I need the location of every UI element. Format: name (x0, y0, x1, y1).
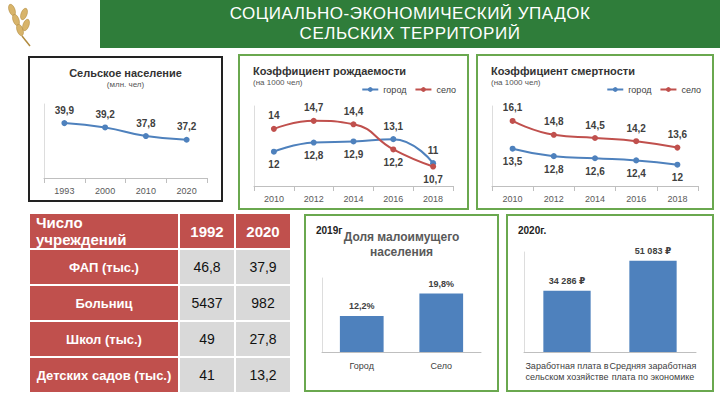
svg-text:34 286 ₽: 34 286 ₽ (549, 276, 585, 286)
svg-text:Доля малоимущего: Доля малоимущего (344, 230, 460, 244)
svg-text:село: село (436, 85, 456, 95)
html-text:49: 49 (199, 331, 215, 347)
svg-text:2000: 2000 (95, 186, 115, 196)
svg-text:Село: Село (430, 361, 452, 371)
svg-text:плата по экономике: плата по экономике (612, 372, 695, 382)
svg-text:Коэффициент смертности: Коэффициент смертности (491, 65, 635, 77)
svg-text:13,5: 13,5 (503, 156, 523, 167)
svg-text:13,1: 13,1 (384, 121, 404, 132)
svg-text:2020: 2020 (177, 186, 197, 196)
svg-text:2016: 2016 (383, 194, 403, 204)
html-text:41: 41 (199, 367, 215, 383)
html-text:ФАП (тыс.): ФАП (тыс.) (69, 259, 139, 275)
svg-text:Средняя заработная: Средняя заработная (610, 361, 697, 371)
html-text:982: 982 (251, 295, 275, 311)
html-text:46,8: 46,8 (193, 259, 221, 275)
svg-text:10,7: 10,7 (423, 174, 443, 185)
svg-text:14,5: 14,5 (585, 120, 605, 131)
svg-text:12,8: 12,8 (544, 164, 564, 175)
svg-text:13,6: 13,6 (668, 129, 688, 140)
html-text:13,2: 13,2 (249, 367, 277, 383)
html-text:5437: 5437 (191, 295, 223, 311)
svg-text:2010: 2010 (136, 186, 156, 196)
svg-text:2020г.: 2020г. (518, 225, 546, 236)
svg-text:2010: 2010 (503, 194, 523, 204)
svg-text:2010: 2010 (264, 194, 284, 204)
html-text:Детских садов (тыс.): Детских садов (тыс.) (36, 367, 172, 383)
svg-text:город: город (383, 85, 407, 95)
svg-text:37,8: 37,8 (136, 118, 156, 129)
svg-text:19,8%: 19,8% (428, 279, 454, 289)
svg-text:12,4: 12,4 (626, 168, 646, 179)
svg-text:16,1: 16,1 (503, 102, 523, 113)
svg-text:14,4: 14,4 (344, 106, 364, 117)
svg-text:2012: 2012 (304, 194, 324, 204)
html-text:Школ (тыс.): Школ (тыс.) (66, 331, 142, 347)
svg-text:2014: 2014 (343, 194, 363, 204)
svg-text:2012: 2012 (544, 194, 564, 204)
svg-text:14: 14 (268, 110, 280, 121)
svg-text:14,8: 14,8 (544, 116, 564, 127)
svg-text:51 083 ₽: 51 083 ₽ (635, 246, 671, 256)
svg-text:Коэффициент рождаемости: Коэффициент рождаемости (253, 65, 406, 77)
svg-text:2018: 2018 (667, 194, 687, 204)
svg-text:12: 12 (268, 159, 280, 170)
svg-text:город: город (628, 85, 652, 95)
svg-text:12: 12 (672, 172, 684, 183)
svg-text:39,9: 39,9 (55, 105, 75, 116)
html-text:Больниц: Больниц (75, 295, 133, 311)
html-text:2020: 2020 (246, 222, 280, 240)
svg-text:12,9: 12,9 (344, 149, 364, 160)
svg-text:(на 1000 чел): (на 1000 чел) (253, 78, 303, 87)
svg-text:2014: 2014 (585, 194, 605, 204)
svg-text:Сельское население: Сельское население (69, 67, 182, 79)
svg-text:2019г: 2019г (316, 225, 342, 236)
svg-text:(млн. чел): (млн. чел) (107, 80, 145, 89)
svg-text:Город: Город (350, 361, 375, 371)
svg-text:сельском хозяйстве: сельском хозяйстве (525, 372, 608, 382)
svg-text:(на 1000 чел): (на 1000 чел) (491, 78, 541, 87)
svg-text:14,2: 14,2 (626, 123, 646, 134)
svg-text:населения: населения (370, 245, 433, 259)
svg-text:2018: 2018 (423, 194, 443, 204)
svg-text:39,2: 39,2 (95, 109, 115, 120)
svg-text:1993: 1993 (54, 186, 74, 196)
svg-text:14,7: 14,7 (304, 102, 324, 113)
svg-text:37,2: 37,2 (177, 121, 197, 132)
html-text:СЕЛЬСКИХ ТЕРРИТОРИЙ: СЕЛЬСКИХ ТЕРРИТОРИЙ (299, 24, 521, 43)
svg-text:11: 11 (428, 145, 439, 156)
html-text:1992: 1992 (190, 222, 224, 240)
svg-text:село: село (681, 85, 701, 95)
html-text:37,9: 37,9 (249, 259, 277, 275)
html-text:Число учреждений: Число учреждений (36, 214, 127, 248)
svg-text:2016: 2016 (626, 194, 646, 204)
html-text:27,8: 27,8 (249, 331, 277, 347)
svg-text:12,2: 12,2 (384, 157, 404, 168)
html-text:СОЦИАЛЬНО-ЭКОНОМИЧЕСКИЙ УПАДОК: СОЦИАЛЬНО-ЭКОНОМИЧЕСКИЙ УПАДОК (229, 4, 591, 23)
svg-text:12,2%: 12,2% (349, 301, 375, 311)
svg-text:12,8: 12,8 (304, 150, 324, 161)
svg-text:12,6: 12,6 (585, 166, 605, 177)
svg-text:Заработная плата в: Заработная плата в (525, 361, 608, 371)
